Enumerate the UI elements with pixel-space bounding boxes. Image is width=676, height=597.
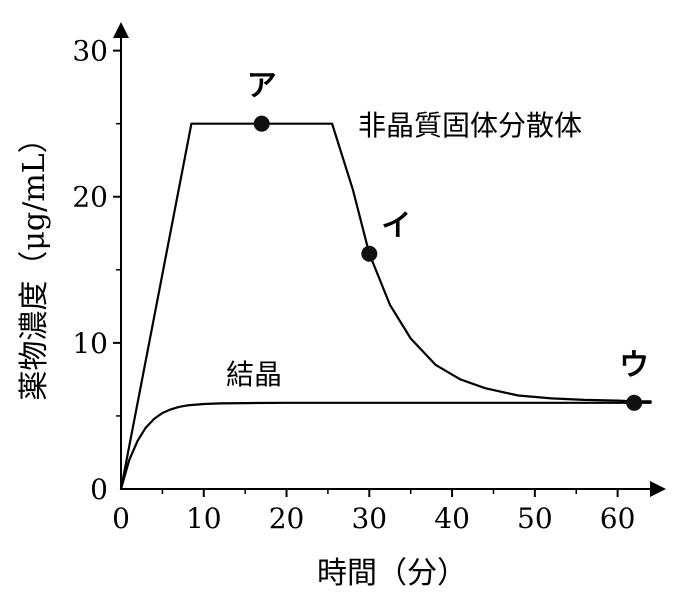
- series-label-crystal: 結晶: [226, 358, 282, 391]
- point-marker-u: [626, 394, 643, 411]
- tick-marks: 0 10 20 30 40 50 60 0 10 20 30: [72, 35, 635, 535]
- point-label-i: イ: [381, 209, 411, 244]
- series-line-crystal: [119, 401, 652, 491]
- x-tick-label: 10: [186, 502, 222, 535]
- y-tick-label: 30: [72, 35, 108, 68]
- point-marker-a: [253, 115, 270, 132]
- point-label-a: ア: [247, 69, 277, 104]
- point-label-u: ウ: [619, 348, 649, 383]
- x-tick-label: 40: [434, 502, 470, 535]
- y-axis-arrowhead: [113, 22, 129, 38]
- x-tick-label: 20: [269, 502, 305, 535]
- y-tick-label: 0: [90, 473, 108, 506]
- y-tick-label: 20: [72, 181, 108, 214]
- series-lines: [119, 122, 652, 491]
- axes: [113, 22, 666, 497]
- annotated-points: [253, 115, 643, 411]
- y-tick-label: 10: [72, 327, 108, 360]
- x-tick-label: 50: [517, 502, 553, 535]
- series-label-amorphous: 非晶質固体分散体: [358, 109, 582, 142]
- point-marker-i: [361, 245, 378, 262]
- x-axis-arrowhead: [650, 481, 666, 497]
- y-axis-title: 薬物濃度（μg/mL）: [17, 123, 52, 400]
- x-tick-label: 30: [351, 502, 387, 535]
- x-tick-label: 60: [600, 502, 636, 535]
- x-axis-title: 時間（分）: [317, 556, 467, 591]
- x-tick-label: 0: [112, 502, 130, 535]
- series-line-amorphous: [119, 122, 652, 491]
